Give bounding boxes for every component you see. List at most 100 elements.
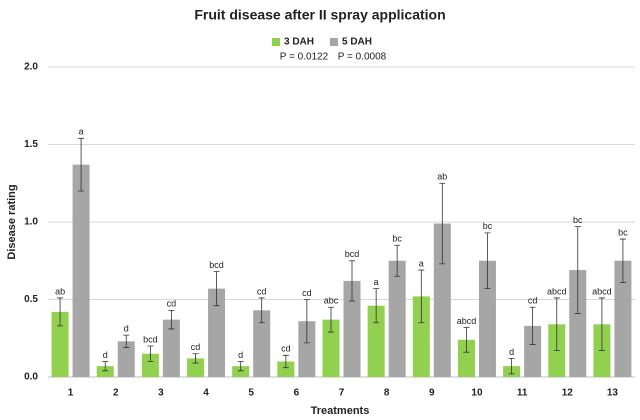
- legend-label: 5 DAH: [342, 37, 372, 48]
- y-tick-label: 0.5: [24, 294, 38, 305]
- error-bar: [328, 306, 334, 333]
- bar: [253, 310, 271, 377]
- significance-letter: bcd: [143, 334, 158, 344]
- significance-letter: abcd: [547, 286, 567, 296]
- y-axis-label: Disease rating: [6, 184, 18, 259]
- bar: [117, 341, 135, 377]
- error-bar: [258, 297, 265, 324]
- significance-letter: d: [124, 324, 129, 334]
- significance-letter: abcd: [457, 316, 477, 326]
- x-tick-label: 12: [562, 388, 574, 399]
- x-tick-label: 5: [248, 388, 254, 399]
- bar: [141, 353, 159, 377]
- bar: [478, 260, 496, 377]
- significance-letter: cd: [302, 288, 312, 298]
- significance-letter: ab: [437, 172, 447, 182]
- y-tick-label: 1.0: [24, 217, 38, 228]
- bar: [412, 296, 430, 377]
- error-bar: [553, 297, 560, 352]
- error-bar: [123, 334, 130, 348]
- error-bar: [508, 358, 515, 375]
- error-bar: [484, 232, 491, 290]
- bar: [96, 366, 114, 377]
- significance-letter: d: [238, 350, 243, 360]
- bar: [524, 325, 542, 377]
- p-value-label: P = 0.0122: [280, 52, 329, 63]
- error-bar: [237, 361, 244, 372]
- y-tick-label: 2.0: [24, 62, 38, 73]
- bar: [388, 260, 406, 377]
- x-tick-label: 10: [471, 388, 483, 399]
- bar: [187, 358, 205, 377]
- error-bar: [213, 271, 220, 307]
- error-bar: [78, 137, 85, 192]
- error-bar: [574, 226, 581, 314]
- bar: [72, 164, 90, 377]
- significance-letter: abcd: [592, 286, 612, 296]
- chart-title: Fruit disease after II spray application: [194, 7, 445, 23]
- significance-letter: cd: [167, 299, 177, 309]
- bar: [457, 339, 475, 377]
- significance-letter: a: [374, 277, 379, 287]
- y-tick-label: 0.0: [24, 372, 38, 383]
- x-tick-label: 11: [517, 388, 528, 399]
- significance-letter: cd: [281, 344, 291, 354]
- x-tick-label: 7: [339, 388, 345, 399]
- y-tick-label: 1.5: [24, 139, 38, 150]
- significance-letter: abc: [324, 296, 339, 306]
- bar: [614, 260, 632, 377]
- x-tick-label: 13: [607, 388, 619, 399]
- bar: [343, 280, 361, 377]
- x-tick-label: 2: [113, 388, 119, 399]
- error-bar: [598, 297, 605, 352]
- significance-letter: bc: [573, 215, 583, 225]
- x-tick-label: 1: [68, 388, 74, 399]
- significance-letter: bcd: [345, 249, 360, 259]
- p-value-label: P = 0.0008: [338, 52, 387, 63]
- bar: [322, 319, 340, 377]
- bar: [51, 311, 69, 377]
- error-bar: [282, 354, 289, 369]
- error-bar: [168, 309, 175, 330]
- error-bar: [349, 260, 355, 302]
- bar: [569, 270, 587, 377]
- bar: [298, 321, 316, 377]
- significance-letter: d: [103, 350, 108, 360]
- significance-letter: cd: [528, 296, 538, 306]
- significance-letter: a: [79, 127, 84, 137]
- bar: [208, 288, 226, 377]
- significance-letter: cd: [191, 342, 201, 352]
- significance-letter: bc: [618, 227, 628, 237]
- x-tick-label: 6: [294, 388, 300, 399]
- error-bar: [463, 327, 470, 353]
- bar: [433, 223, 451, 377]
- x-tick-label: 4: [203, 388, 209, 399]
- x-axis-label: Treatments: [311, 405, 370, 417]
- legend-swatch: [272, 38, 280, 46]
- significance-letter: a: [419, 258, 424, 268]
- error-bar: [303, 299, 310, 344]
- significance-letter: bc: [392, 234, 402, 244]
- x-tick-label: 9: [429, 388, 435, 399]
- error-bar: [102, 361, 109, 372]
- error-bar: [439, 182, 446, 265]
- legend-label: 3 DAH: [284, 37, 314, 48]
- significance-letter: d: [509, 347, 514, 357]
- legend-swatch: [330, 38, 338, 46]
- bar: [367, 305, 385, 377]
- error-bar: [192, 353, 199, 364]
- error-bar: [373, 288, 380, 324]
- significance-letter: bcd: [209, 260, 224, 270]
- bar: [162, 319, 180, 377]
- significance-letter: ab: [55, 286, 65, 296]
- bar: [232, 366, 250, 377]
- error-bar: [619, 238, 626, 283]
- error-bar: [57, 297, 64, 327]
- significance-letter: bc: [483, 221, 493, 231]
- error-bar: [147, 345, 154, 362]
- error-bar: [394, 244, 401, 277]
- error-bar: [529, 306, 536, 345]
- significance-letter: cd: [257, 286, 267, 296]
- x-tick-label: 3: [158, 388, 164, 399]
